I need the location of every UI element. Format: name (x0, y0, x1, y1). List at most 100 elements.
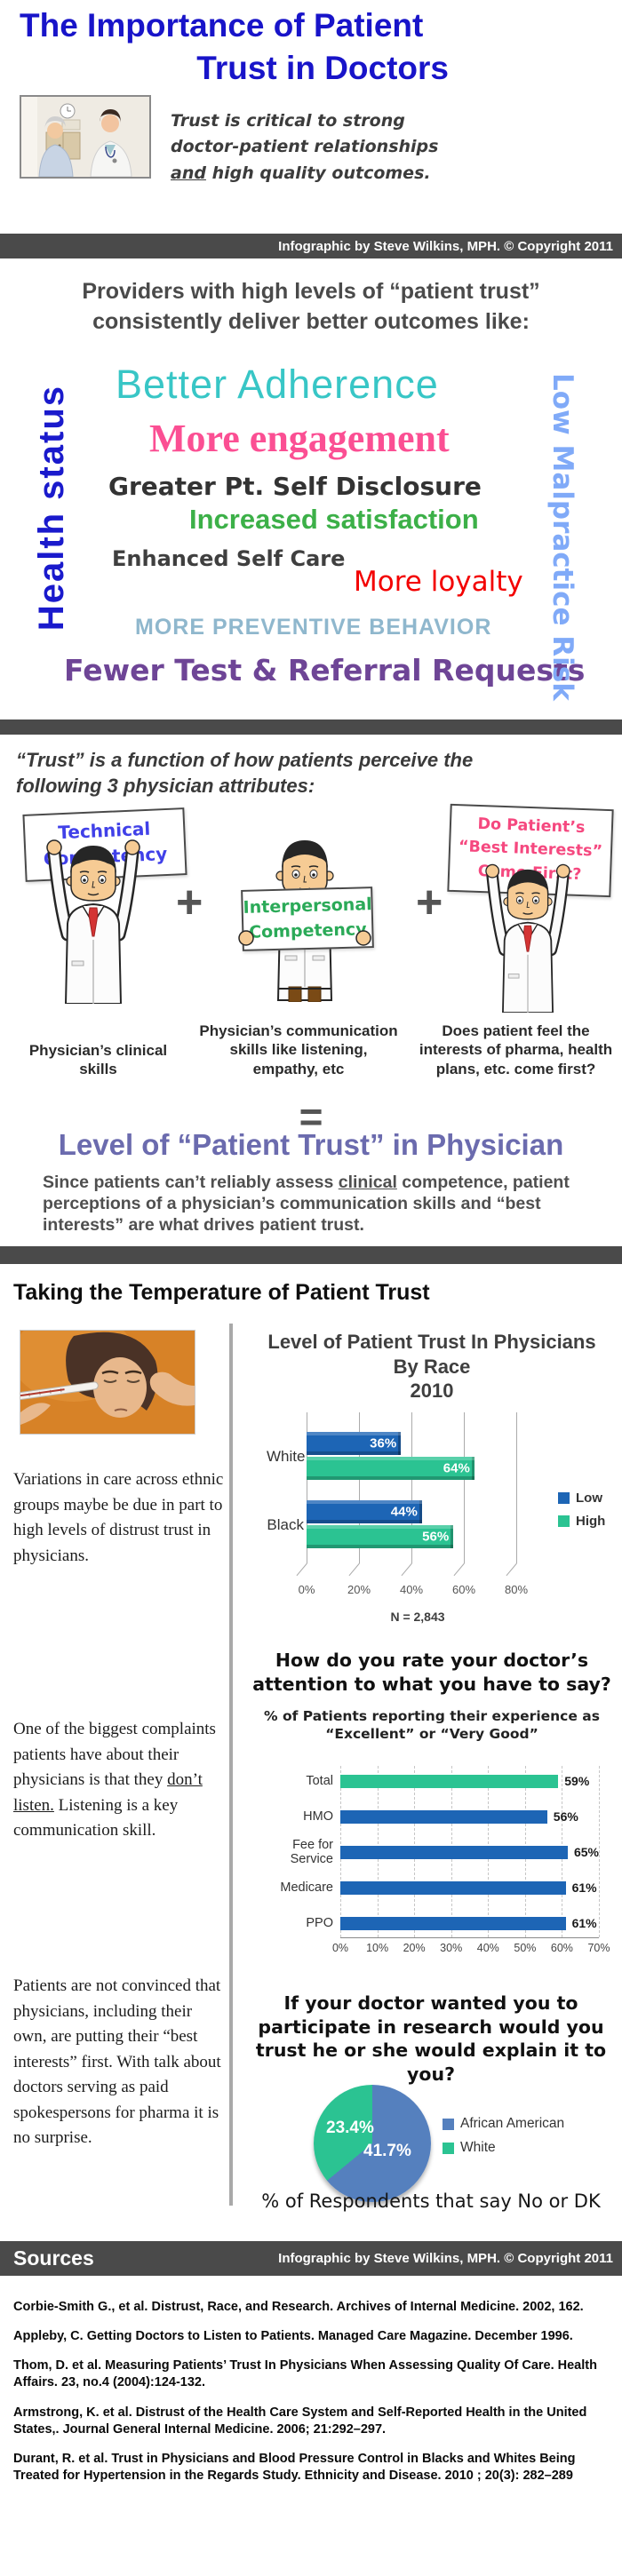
stethoscope-icon (105, 146, 116, 158)
chart3-title: If your doctor wanted you to participate… (255, 1992, 607, 2085)
tagline-line2: doctor-patient relationships (171, 137, 439, 157)
cloud-word-more-loyalty: More loyalty (354, 566, 523, 598)
source-item-2: Appleby, C. Getting Doctors to Listen to… (13, 2329, 573, 2344)
chart1-tick-80: 80% (504, 1583, 529, 1596)
thermometer-illustration (20, 1331, 195, 1434)
legend-label-low: Low (576, 1491, 602, 1506)
equals-sign: = (299, 1093, 323, 1140)
caption-best-interests: Does patient feel the interests of pharm… (419, 1022, 613, 1077)
chart2-title: How do you rate your doctor’s attention … (252, 1650, 611, 1695)
pie-label-african-american: 41.7% (363, 2142, 411, 2160)
chart2-row-total: Total 59% (306, 1774, 590, 1788)
legend-label-high: High (576, 1514, 606, 1529)
column-divider (229, 1324, 233, 2206)
hand-right (149, 1371, 195, 1406)
temperature-paragraph-1: Variations in care across ethnic groups … (13, 1470, 224, 1565)
caption-communication-skills: Physician’s communication skills like li… (199, 1022, 398, 1077)
cloud-word-greater-disclosure: Greater Pt. Self Disclosure (108, 472, 482, 501)
doctor-figure (90, 109, 132, 177)
legend-swatch-low (558, 1492, 570, 1504)
sign3-line1: Do Patient’s (477, 815, 586, 838)
source-item-4: Armstrong, K. et al. Distrust of the Hea… (13, 2405, 587, 2437)
chart1-category-black: Black (267, 1516, 304, 1533)
doctor-cartoon-2-hands (238, 930, 371, 946)
legend-swatch-high (558, 1515, 570, 1527)
photo-doctor-patient (20, 95, 151, 179)
chart2-tick-40: 40% (476, 1942, 499, 1954)
doctor-cartoon-3 (485, 863, 570, 1013)
sign3-line2: “Best Interests” (458, 838, 603, 862)
temperature-paragraph-3: Patients are not convinced that physicia… (13, 1976, 221, 2147)
chart2-subtitle: % of Patients reporting their experience… (264, 1708, 600, 1743)
chart1-sample-note: N = 2,843 (390, 1610, 445, 1624)
section-divider-bar-2 (0, 1246, 622, 1264)
doctor-cartoon-1 (46, 839, 140, 1004)
chart1-bar-black-high: 56% (307, 1525, 516, 1548)
pie-legend: African American White (443, 2116, 564, 2164)
cloud-word-increased-satisfaction: Increased satisfaction (189, 504, 479, 535)
doctor-patient-illustration (21, 97, 149, 177)
source-item-5: Durant, R. et al. Trust in Physicians an… (13, 2451, 576, 2483)
photo-thermometer (20, 1330, 195, 1435)
legend-swatch-african-american (443, 2118, 454, 2130)
legend-swatch-white (443, 2142, 454, 2154)
chart1-bar-white-high: 64% (307, 1457, 516, 1480)
credit-bar-top: Infographic by Steve Wilkins, MPH. © Cop… (0, 234, 622, 258)
outcomes-intro: Providers with high levels of “patient t… (0, 277, 622, 338)
result-text-line3: interests” are what drives patient trust… (43, 1214, 364, 1235)
chart1-bar-white-low: 36% (307, 1432, 516, 1455)
patient-figure (38, 116, 74, 177)
credit-text-top: Infographic by Steve Wilkins, MPH. © Cop… (278, 238, 613, 254)
temperature-paragraph-2: One of the biggest complaints patients h… (13, 1720, 216, 1840)
temperature-heading: Taking the Temperature of Patient Trust (13, 1280, 430, 1305)
attributes-heading-line1: “Trust” is a function of how patients pe… (16, 749, 474, 771)
plus-sign-2: + (416, 877, 443, 928)
cloud-word-more-preventive: MORE PREVENTIVE BEHAVIOR (135, 615, 492, 640)
chart1-tick-60: 60% (451, 1583, 476, 1596)
result-text-line1: Since patients can’t reliably assess cli… (43, 1173, 570, 1192)
legend-label-african-american: African American (460, 2116, 565, 2131)
chart2-row-ppo: PPO 61% (306, 1916, 597, 1930)
chart1-tick-20: 20% (347, 1583, 371, 1596)
chart1-tick-40: 40% (399, 1583, 424, 1596)
pie-caption: % of Respondents that say No or DK (261, 2190, 601, 2212)
legend-label-white: White (460, 2140, 496, 2155)
chart2-tick-20: 20% (403, 1942, 426, 1954)
pie-chart: 23.4% 41.7% (314, 2085, 431, 2202)
source-item-3: Thom, D. et al. Measuring Patients’ Trus… (13, 2358, 597, 2390)
chart1-bar-black-low: 44% (307, 1500, 516, 1523)
chart1-title: Level of Patient Trust In Physicians By … (267, 1331, 596, 1402)
plus-sign-1: + (176, 877, 203, 928)
chart2-tick-30: 30% (440, 1942, 463, 1954)
page-title-line1: The Importance of Patient (20, 7, 424, 44)
cloud-word-low-malpractice: Low Malpractice Risk (546, 373, 578, 701)
result-text: Since patients can’t reliably assess cli… (43, 1173, 597, 1236)
tagline: Trust is critical to strong doctor-patie… (171, 108, 453, 187)
cloud-word-better-adherence: Better Adherence (116, 362, 439, 407)
chart2-row-fee-for-service: Fee for Service 65% (290, 1838, 599, 1866)
chart2-tick-70: 70% (587, 1942, 610, 1954)
tagline-line3: high quality outcomes. (205, 163, 431, 183)
result-heading: Level of “Patient Trust” in Physician (58, 1128, 564, 1161)
pie-label-white: 23.4% (326, 2119, 374, 2137)
chart1-legend: Low High (558, 1491, 605, 1537)
cloud-word-fewer-tests: Fewer Test & Referral Requests (64, 653, 586, 688)
chart2-tick-60: 60% (550, 1942, 573, 1954)
chart2-tick-10: 10% (366, 1942, 389, 1954)
source-item-1: Corbie-Smith G., et al. Distrust, Race, … (13, 2300, 584, 2314)
caption-clinical-skills: Physician’s clinical skills (28, 1042, 168, 1078)
chart1-plot: White Black 36% 64% 44% 56% (267, 1412, 622, 1599)
result-text-line2: perceptions of a physician’s communicati… (43, 1193, 541, 1213)
chart2-row-medicare: Medicare 61% (280, 1880, 597, 1895)
outcomes-intro-line1: Providers with high levels of “patient t… (82, 279, 540, 304)
attributes-heading: “Trust” is a function of how patients pe… (16, 748, 473, 799)
outcomes-intro-line2: consistently deliver better outcomes lik… (92, 308, 530, 334)
sources-list: Corbie-Smith G., et al. Distrust, Race, … (13, 2299, 610, 2497)
chart1-tick-0: 0% (298, 1583, 315, 1596)
section-divider-bar (0, 720, 622, 735)
chart1-category-white: White (267, 1448, 306, 1465)
page-title-line2: Trust in Doctors (196, 50, 449, 86)
tagline-underlined-word: and (171, 163, 206, 183)
credit-text-bottom: Infographic by Steve Wilkins, MPH. © Cop… (278, 2251, 613, 2266)
